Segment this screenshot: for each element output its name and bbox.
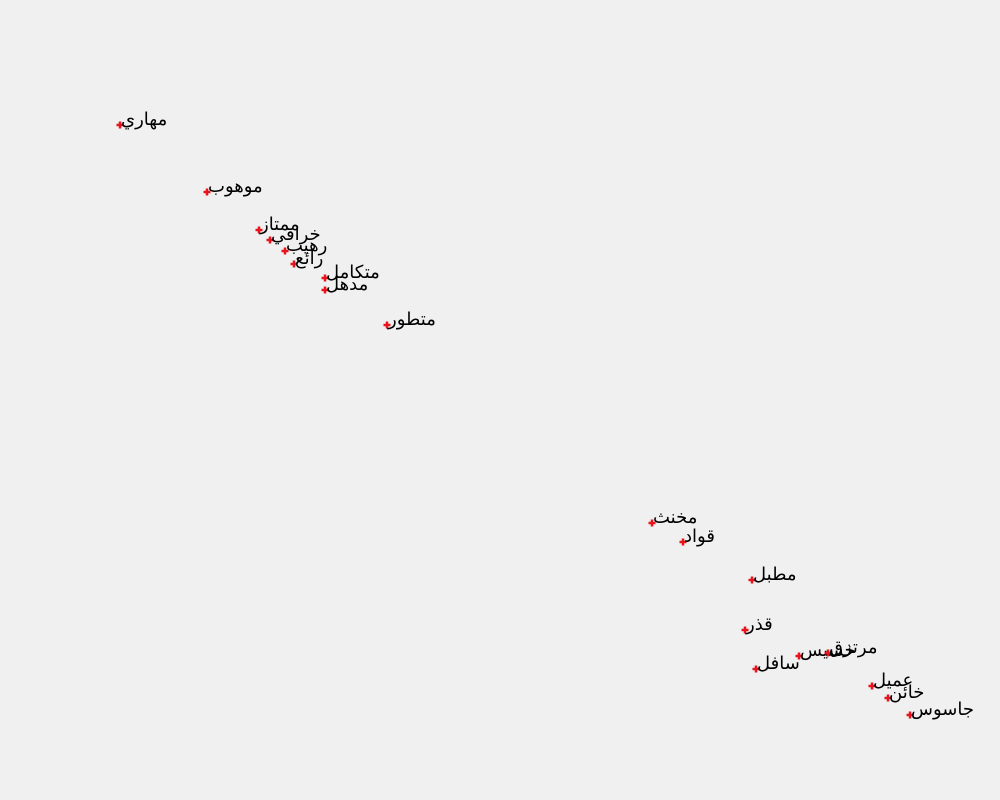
point-label: مطبل bbox=[753, 564, 796, 585]
scatter-point: خرافي bbox=[266, 224, 321, 245]
point-label: رائع bbox=[295, 248, 323, 269]
point-label: رهيب bbox=[286, 235, 327, 256]
scatter-point: سافل bbox=[752, 653, 800, 674]
point-marker bbox=[884, 694, 892, 702]
point-marker bbox=[321, 274, 329, 282]
point-marker bbox=[321, 286, 329, 294]
point-label: مرتزق bbox=[829, 637, 877, 658]
point-label: عميل bbox=[873, 670, 913, 691]
scatter-point: رهيب bbox=[281, 235, 327, 256]
point-marker bbox=[116, 121, 124, 129]
scatter-point: ممتاز bbox=[255, 214, 300, 235]
point-marker bbox=[290, 260, 298, 268]
point-marker bbox=[752, 665, 760, 673]
point-marker bbox=[648, 519, 656, 527]
scatter-point: رائع bbox=[290, 248, 323, 269]
scatter-point: خائن bbox=[884, 682, 924, 703]
point-label: سافل bbox=[757, 653, 800, 674]
point-marker bbox=[203, 188, 211, 196]
scatter-point: جاسوس bbox=[906, 699, 974, 720]
point-label: متكامل bbox=[326, 262, 380, 283]
scatter-point: مطبل bbox=[748, 564, 796, 585]
point-label: مهاري bbox=[121, 109, 167, 130]
point-marker bbox=[824, 649, 832, 657]
point-marker bbox=[266, 236, 274, 244]
scatter-point: متطور bbox=[383, 309, 436, 330]
scatter-point: قواد bbox=[679, 526, 715, 547]
point-label: موهوب bbox=[208, 176, 263, 197]
point-marker bbox=[255, 226, 263, 234]
scatter-point: مهاري bbox=[116, 109, 167, 130]
point-label: ممتاز bbox=[259, 214, 300, 235]
point-marker bbox=[679, 538, 687, 546]
point-label: قذر bbox=[745, 614, 773, 635]
point-marker bbox=[383, 321, 391, 329]
point-label: جاسوس bbox=[911, 699, 974, 720]
point-marker bbox=[748, 576, 756, 584]
scatter-point: موهوب bbox=[203, 176, 263, 197]
point-marker bbox=[281, 247, 289, 255]
point-marker bbox=[906, 711, 914, 719]
scatter-point: مخنث bbox=[648, 507, 697, 528]
point-label: مخنث bbox=[653, 507, 697, 528]
point-marker bbox=[868, 682, 876, 690]
point-marker bbox=[741, 626, 749, 634]
point-label: خرافي bbox=[271, 224, 321, 245]
point-label: متطور bbox=[387, 309, 436, 330]
scatter-point: مدهل bbox=[321, 274, 368, 295]
scatter-point: قذر bbox=[741, 614, 773, 635]
scatter-point: عميل bbox=[868, 670, 913, 691]
point-marker bbox=[795, 652, 803, 660]
scatter-point: متكامل bbox=[321, 262, 380, 283]
scatter-point: مرتزق bbox=[824, 637, 877, 658]
point-label: مدهل bbox=[326, 274, 368, 295]
point-label: خائن bbox=[889, 682, 924, 703]
point-label: قواد bbox=[684, 526, 715, 547]
